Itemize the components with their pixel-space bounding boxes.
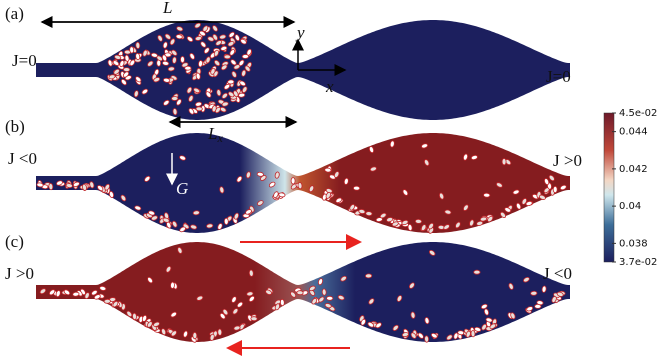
particle xyxy=(353,186,360,190)
particle xyxy=(297,291,304,295)
lx-main: L xyxy=(207,124,217,143)
colorbar-tick-label: 0.038 xyxy=(619,238,648,249)
particle xyxy=(172,57,177,64)
flux-label: J <0 xyxy=(8,149,37,168)
flux-label: J >0 xyxy=(5,264,34,283)
colorbar-tick-label: 4.5e-02 xyxy=(619,108,657,119)
colorbar-tick-label: 0.04 xyxy=(619,201,641,212)
panel-label: (c) xyxy=(5,232,24,251)
particle xyxy=(129,47,133,54)
particle xyxy=(424,336,428,343)
particle xyxy=(291,178,295,184)
particle xyxy=(227,80,234,84)
particle xyxy=(104,299,111,303)
length-label: L xyxy=(162,0,172,17)
particle xyxy=(170,282,174,289)
particle xyxy=(249,270,254,277)
particle xyxy=(298,182,303,189)
colorbar-tick-label: 3.7e-02 xyxy=(619,257,657,268)
lx-sub: x xyxy=(216,131,223,145)
particle xyxy=(132,313,137,320)
particle xyxy=(136,42,141,49)
particle xyxy=(218,329,222,336)
particle xyxy=(193,332,197,338)
particle xyxy=(193,210,200,215)
particle xyxy=(278,192,285,197)
axis-label: x xyxy=(325,77,334,96)
particle xyxy=(474,270,480,274)
particle xyxy=(322,289,327,296)
flux-label: J <0 xyxy=(543,264,572,283)
particle xyxy=(181,56,185,62)
flux-label: J=0 xyxy=(12,51,37,70)
flux-label: J >0 xyxy=(553,151,582,170)
panel-label: (a) xyxy=(5,4,24,23)
particle xyxy=(483,193,490,197)
gravity-label: G xyxy=(176,179,188,198)
particle xyxy=(168,66,175,71)
particle xyxy=(171,96,178,100)
particle xyxy=(198,60,203,67)
axis-label: y xyxy=(295,23,305,42)
particle xyxy=(366,211,373,216)
figure: (a) J=0 J=0 (b) J <0 J >0 (c) J >0 J <0 … xyxy=(0,0,659,360)
particle xyxy=(471,330,475,337)
particle xyxy=(326,296,332,300)
colorbar xyxy=(604,113,614,262)
particle xyxy=(72,292,79,297)
panel-label: (b) xyxy=(5,117,25,136)
particle xyxy=(224,55,230,59)
particle xyxy=(48,183,53,190)
particle xyxy=(238,93,245,98)
flux-label: J=0 xyxy=(546,67,571,86)
particle xyxy=(365,274,372,278)
particle xyxy=(553,186,557,192)
particle xyxy=(502,158,506,164)
particle xyxy=(251,317,258,321)
particle xyxy=(123,68,129,72)
particle xyxy=(224,218,228,225)
particle xyxy=(415,219,422,223)
colorbar-tick-label: 0.044 xyxy=(619,127,648,138)
particle xyxy=(530,291,537,296)
lx-label: Lx xyxy=(207,124,223,145)
particle xyxy=(242,54,248,58)
colorbar-tick-label: 0.042 xyxy=(619,164,648,175)
colorbar-ticks: 4.5e-02 0.044 0.042 0.04 0.038 3.7e-02 xyxy=(612,108,657,268)
particle xyxy=(324,168,331,173)
